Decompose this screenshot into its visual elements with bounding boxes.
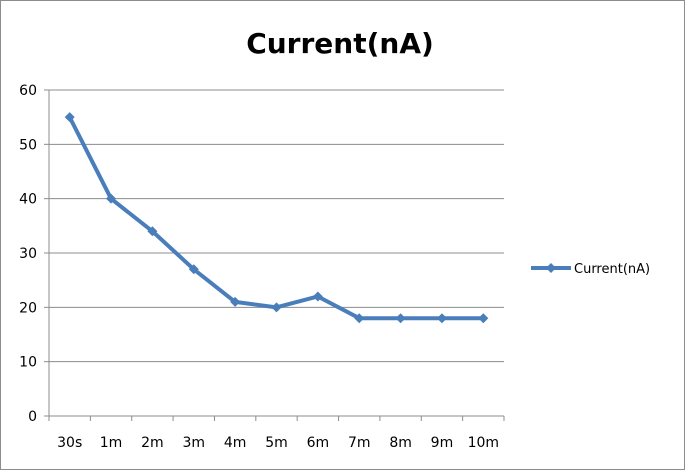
series-current xyxy=(64,112,489,324)
x-tick-label-4m: 4m xyxy=(224,435,247,451)
legend-marker xyxy=(546,263,556,273)
data-point-3m xyxy=(188,264,199,275)
y-tick-label-20: 20 xyxy=(19,300,37,316)
x-tick-label-6m: 6m xyxy=(307,435,330,451)
legend-label: Current(nA) xyxy=(574,262,650,277)
data-point-30s xyxy=(64,112,75,123)
data-point-2m xyxy=(147,226,158,237)
x-tick-label-3m: 3m xyxy=(182,435,205,451)
x-tick-label-2m: 2m xyxy=(141,435,164,451)
data-point-5m xyxy=(271,302,282,313)
x-tick-label-1m: 1m xyxy=(100,435,123,451)
x-axis-tick-labels: 30s 1m 2m 3m 4m 5m 6m 7m 8m 9m 10m xyxy=(57,435,499,451)
data-point-7m xyxy=(354,313,365,324)
data-point-4m xyxy=(230,296,241,307)
x-tick-label-10m: 10m xyxy=(468,435,499,451)
y-tick-label-60: 60 xyxy=(19,83,37,99)
x-tick-label-7m: 7m xyxy=(348,435,371,451)
y-tick-label-0: 0 xyxy=(28,409,37,425)
data-point-10m xyxy=(478,313,489,324)
data-point-8m xyxy=(395,313,406,324)
data-point-9m xyxy=(436,313,447,324)
data-point-6m xyxy=(312,291,323,302)
x-tick-label-5m: 5m xyxy=(265,435,288,451)
y-tick-label-50: 50 xyxy=(19,137,37,153)
y-tick-label-30: 30 xyxy=(19,246,37,262)
x-tick-label-30s: 30s xyxy=(57,435,82,451)
series-line-current xyxy=(67,115,486,321)
y-tick-label-10: 10 xyxy=(19,355,37,371)
data-point-1m xyxy=(106,193,117,204)
axes xyxy=(44,89,505,421)
y-axis-tick-labels: 0 10 20 30 40 50 60 xyxy=(19,83,37,425)
chart-title: Current(nA) xyxy=(246,27,434,60)
legend: Current(nA) xyxy=(531,262,650,277)
gridlines xyxy=(49,89,504,363)
y-tick-label-40: 40 xyxy=(19,192,37,208)
x-tick-label-8m: 8m xyxy=(389,435,412,451)
x-tick-label-9m: 9m xyxy=(431,435,454,451)
